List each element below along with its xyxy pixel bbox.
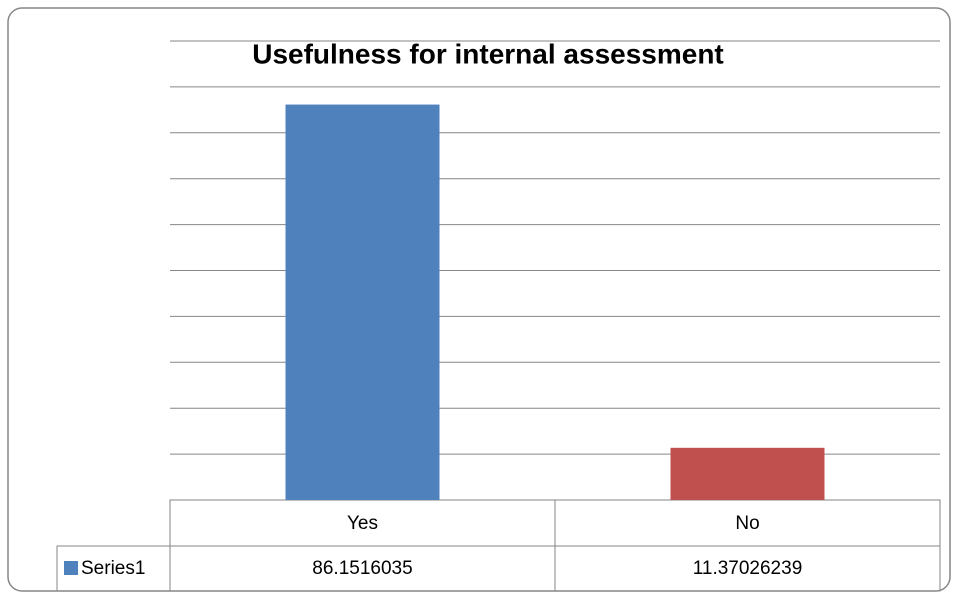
data-table-value: 86.1516035 bbox=[312, 558, 412, 579]
bar bbox=[670, 447, 825, 500]
data-table-value: 11.37026239 bbox=[693, 558, 803, 579]
x-tick-label: No bbox=[735, 513, 759, 534]
chart-title: Usefulness for internal assessment bbox=[252, 38, 724, 69]
x-tick-label: Yes bbox=[347, 513, 378, 534]
data-table-row bbox=[56, 545, 941, 592]
legend-key bbox=[64, 561, 78, 575]
bar bbox=[285, 104, 440, 500]
legend-label: Series1 bbox=[81, 558, 145, 579]
chart-frame bbox=[7, 7, 951, 592]
